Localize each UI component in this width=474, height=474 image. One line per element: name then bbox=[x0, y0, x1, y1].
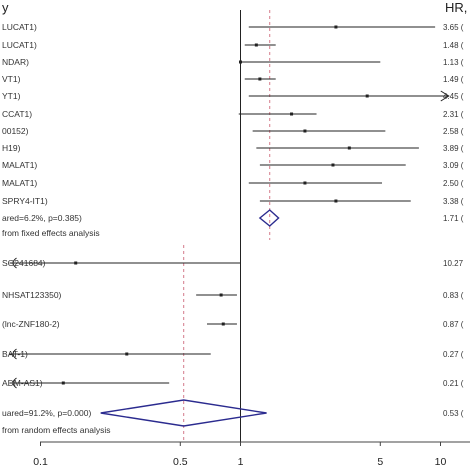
study-label: LUCAT1) bbox=[2, 22, 37, 32]
pooled-hr-value: 1.71 ( bbox=[443, 214, 464, 223]
hr-value: 3.65 ( bbox=[443, 23, 464, 32]
fixed-effects-note: from fixed effects analysis bbox=[2, 228, 100, 238]
study-label: VT1) bbox=[2, 74, 21, 84]
hr-value: 10.27 bbox=[443, 259, 464, 268]
x-tick-label: 0.5 bbox=[173, 456, 188, 468]
hr-value: 1.49 ( bbox=[443, 75, 464, 84]
hr-value: 4.45 ( bbox=[443, 92, 464, 101]
point-estimate bbox=[334, 199, 338, 203]
hr-value: 2.58 ( bbox=[443, 127, 464, 136]
hr-value: 1.13 ( bbox=[443, 58, 464, 67]
point-estimate bbox=[334, 25, 338, 29]
hr-value: 3.89 ( bbox=[443, 144, 464, 153]
study-label: NHSAT123350) bbox=[2, 290, 62, 300]
hr-value: 3.38 ( bbox=[443, 197, 464, 206]
point-estimate bbox=[74, 261, 78, 265]
arrow-left-icon bbox=[12, 377, 17, 389]
header-hr: HR, bbox=[445, 0, 467, 15]
hr-value: 0.27 ( bbox=[443, 350, 464, 359]
point-estimate bbox=[331, 163, 335, 167]
point-estimate bbox=[125, 352, 129, 356]
point-estimate bbox=[239, 60, 242, 64]
arrow-left-icon bbox=[12, 257, 17, 269]
pooled-diamond bbox=[100, 399, 267, 427]
point-estimate bbox=[303, 129, 307, 133]
pooled-label: uared=91.2%, p=0.000) bbox=[2, 408, 91, 418]
header-study: y bbox=[2, 0, 9, 15]
study-label: BAT-1) bbox=[2, 349, 28, 359]
study-label: YT1) bbox=[2, 91, 21, 101]
point-estimate bbox=[61, 381, 65, 385]
hr-value: 2.31 ( bbox=[443, 110, 464, 119]
hr-value: 0.83 ( bbox=[443, 291, 464, 300]
point-estimate bbox=[219, 293, 223, 297]
x-tick-label: 1 bbox=[238, 456, 244, 468]
study-label: CCAT1) bbox=[2, 109, 32, 119]
study-label: 00152) bbox=[2, 126, 29, 136]
hr-value: 3.09 ( bbox=[443, 161, 464, 170]
point-estimate bbox=[365, 94, 369, 98]
point-estimate bbox=[347, 146, 351, 150]
study-label: MALAT1) bbox=[2, 178, 37, 188]
random-effects-note: from random effects analysis bbox=[2, 425, 111, 435]
pooled-diamond bbox=[258, 209, 280, 227]
study-label: SPRY4-IT1) bbox=[2, 196, 48, 206]
study-label: ADM-AS1) bbox=[2, 378, 43, 388]
hr-value: 1.48 ( bbox=[443, 41, 464, 50]
x-tick-label: 5 bbox=[377, 456, 383, 468]
arrow-right-icon bbox=[440, 90, 450, 102]
study-label: LUCAT1) bbox=[2, 40, 37, 50]
point-estimate bbox=[303, 181, 307, 185]
study-label: MALAT1) bbox=[2, 160, 37, 170]
study-label: (lnc-ZNF180-2) bbox=[2, 319, 60, 329]
point-estimate bbox=[254, 43, 258, 47]
x-tick-label: 10 bbox=[435, 456, 447, 468]
x-tick-label: 0.1 bbox=[33, 456, 48, 468]
arrow-left-icon bbox=[12, 348, 17, 360]
point-estimate bbox=[290, 112, 294, 116]
study-label: SG241684) bbox=[2, 258, 46, 268]
hr-value: 0.21 ( bbox=[443, 379, 464, 388]
hr-value: 2.50 ( bbox=[443, 179, 464, 188]
point-estimate bbox=[258, 77, 262, 81]
study-label: NDAR) bbox=[2, 57, 29, 67]
pooled-hr-value: 0.53 ( bbox=[443, 409, 464, 418]
hr-value: 0.87 ( bbox=[443, 320, 464, 329]
pooled-label: ared=6.2%, p=0.385) bbox=[2, 213, 82, 223]
study-label: H19) bbox=[2, 143, 21, 153]
point-estimate bbox=[221, 322, 225, 326]
